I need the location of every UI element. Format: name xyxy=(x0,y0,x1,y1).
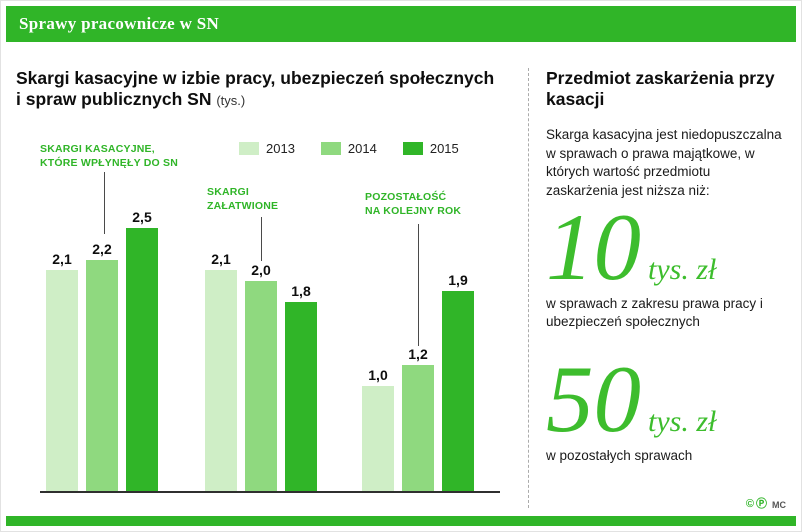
bar-value-label: 2,1 xyxy=(211,251,231,268)
chart-section: Skargi kasacyjne w izbie pracy, ubezpiec… xyxy=(6,42,528,516)
threshold-10-description: w sprawach z zakresu prawa pracy i ubezp… xyxy=(546,295,763,329)
category-connector-line xyxy=(261,217,262,262)
p-license-icon: Ⓟ xyxy=(756,498,767,510)
bar-2013-group3 xyxy=(362,386,394,492)
category-label-3: POZOSTAŁOŚĆ NA KOLEJNY ROK xyxy=(365,191,462,217)
threshold-10: 10 tys. zł xyxy=(546,193,784,300)
bar-2015-group1 xyxy=(126,228,158,492)
bar-2014-group1 xyxy=(86,260,118,492)
bar-value-label: 2,1 xyxy=(52,251,72,268)
legend-item-2014: 2014 xyxy=(320,141,377,157)
chart-legend: 2013 2014 2015 xyxy=(239,141,459,156)
bar-2015-group3 xyxy=(442,291,474,492)
header-bar: Sprawy pracownicze w SN xyxy=(6,6,796,42)
threshold-10-unit: tys. zł xyxy=(648,252,717,286)
bar-2014-group2 xyxy=(245,281,277,492)
legend-item-2015: 2015 xyxy=(402,141,459,157)
page-title: Sprawy pracownicze w SN xyxy=(19,14,220,33)
bar-2014-group3 xyxy=(402,365,434,492)
legend-swatch xyxy=(239,142,259,156)
bar-chart: 2013 2014 2015 2,1 2,1 1,0 2,2 2,0 1,2 2,5 1,8 1,9… xyxy=(40,115,500,494)
section-divider xyxy=(528,68,529,508)
bar-value-label: 1,0 xyxy=(368,367,388,384)
chart-title: Skargi kasacyjne w izbie pracy, ubezpiec… xyxy=(16,68,496,109)
footer-bar xyxy=(6,516,796,526)
info-title: Przedmiot zaskarżenia przy kasacji xyxy=(546,68,775,109)
threshold-50-description: w pozostałych sprawach xyxy=(546,447,693,463)
bar-2013-group1 xyxy=(46,270,78,492)
bar-value-label: 1,8 xyxy=(291,283,311,300)
category-label-1: SKARGI KASACYJNE, KTÓRE WPŁYNĘŁY DO SN xyxy=(40,143,178,169)
bar-2013-group2 xyxy=(205,270,237,492)
chart-unit-label: (tys.) xyxy=(216,92,246,108)
bar-value-label: 1,9 xyxy=(448,272,468,289)
bar-value-label: 2,2 xyxy=(92,241,112,258)
info-intro: Skarga kasacyjna jest niedopuszczalna w … xyxy=(546,127,782,198)
legend-swatch xyxy=(320,142,341,156)
copyright-icon: © xyxy=(745,498,754,510)
legend-item-2013: 2013 xyxy=(239,141,295,156)
legend-year-label: 2014 xyxy=(347,141,377,157)
threshold-10-value: 10 xyxy=(546,193,641,300)
bar-value-label: 2,0 xyxy=(251,262,271,279)
bar-2015-group2 xyxy=(285,302,317,492)
chart-title-text: Skargi kasacyjne w izbie pracy, ubezpiec… xyxy=(16,68,495,109)
content-area: Skargi kasacyjne w izbie pracy, ubezpiec… xyxy=(6,42,796,516)
threshold-50: 50 tys. zł xyxy=(546,345,784,452)
legend-year-label: 2015 xyxy=(429,141,459,157)
threshold-50-value: 50 xyxy=(546,345,641,452)
threshold-50-unit: tys. zł xyxy=(648,404,717,438)
category-label-2: SKARGI ZAŁATWIONE xyxy=(207,186,279,212)
category-connector-line xyxy=(104,172,105,235)
author-initials: MC xyxy=(772,499,786,510)
credits: © Ⓟ MC xyxy=(746,499,786,510)
category-connector-line xyxy=(418,224,419,347)
info-section: Przedmiot zaskarżenia przy kasacji Skarg… xyxy=(529,42,796,516)
bar-value-label: 1,2 xyxy=(408,346,428,363)
bar-value-label: 2,5 xyxy=(132,209,152,226)
legend-year-label: 2013 xyxy=(266,141,295,157)
legend-swatch xyxy=(402,142,423,156)
